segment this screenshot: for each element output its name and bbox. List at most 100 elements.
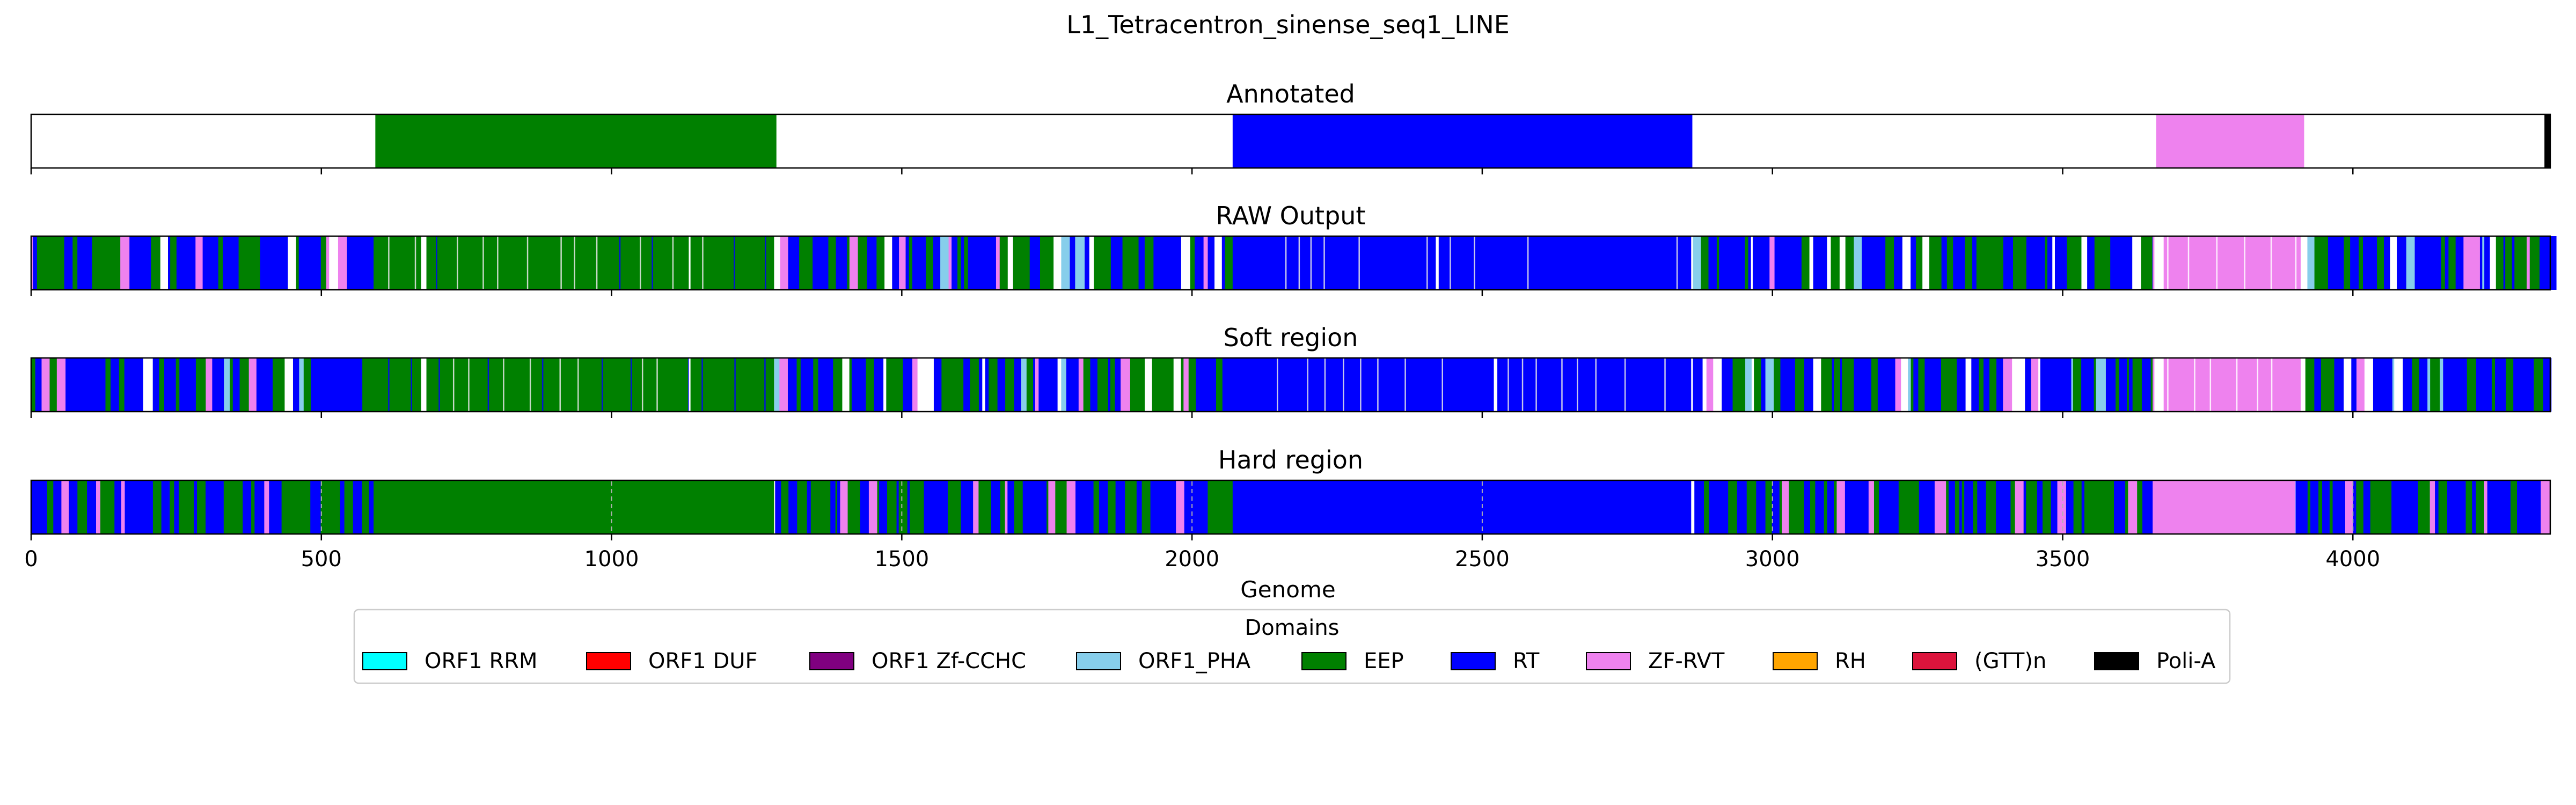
domain-stripe [1774, 358, 1781, 412]
domain-stripe [1765, 358, 1774, 412]
legend-item: RH [1773, 649, 1866, 674]
x-tick-label: 1000 [584, 547, 639, 572]
domain-stripe [298, 480, 306, 534]
track-hard-region: Hard region [30, 445, 2551, 540]
legend-item: Poli-A [2094, 649, 2216, 674]
domain-stripe [198, 358, 206, 412]
domain-stripe [1706, 358, 1714, 412]
domain-stripe [36, 236, 45, 290]
track-frame [30, 479, 2551, 535]
domain-stripe [999, 236, 1008, 290]
domain-stripe [2338, 236, 2344, 290]
track-raw-output: RAW Output [30, 201, 2557, 296]
domain-stripe [2394, 358, 2403, 412]
domain-stripe [168, 358, 173, 412]
legend-swatch [586, 652, 631, 670]
domain-stripe [2132, 236, 2141, 290]
domain-stripe [996, 236, 1000, 290]
domain-stripe [807, 480, 811, 534]
domain-stripe [941, 358, 949, 412]
domain-stripe [365, 236, 374, 290]
domain-stripe [347, 236, 355, 290]
domain-stripe [104, 358, 106, 412]
domain-stripe [1189, 480, 1199, 534]
legend-label: ORF1 RRM [425, 649, 538, 674]
domain-stripe [2318, 236, 2329, 290]
segment-separator [541, 358, 544, 412]
domain-stripe [2094, 236, 2102, 290]
domain-stripe [1834, 480, 1838, 534]
legend-swatch [1451, 652, 1496, 670]
domain-stripe [82, 358, 91, 412]
domain-stripe [1946, 236, 1953, 290]
domain-stripe [176, 236, 182, 290]
domain-stripe [1224, 480, 1232, 534]
domain-stripe [2534, 358, 2541, 412]
domain-stripe [2023, 480, 2026, 534]
domain-stripe [1996, 236, 2004, 290]
domain-stripe [45, 236, 49, 290]
track-soft-region: Soft region [30, 323, 2552, 418]
domain-stripe [1150, 480, 1156, 534]
domain-stripe [1972, 236, 1977, 290]
domain-stripe [2059, 236, 2062, 290]
domain-stripe [210, 480, 221, 534]
legend-swatch [2094, 652, 2139, 670]
legend-label: ORF1_PHA [1138, 649, 1251, 674]
track-title: Annotated [1226, 79, 1355, 108]
domain-stripe [1066, 480, 1076, 534]
track-frame [30, 235, 2551, 291]
domain-stripe [820, 236, 829, 290]
domain-stripe [2308, 358, 2315, 412]
domain-stripe [796, 358, 801, 412]
x-tick-label: 2500 [1455, 547, 1510, 572]
domain-stripe [956, 358, 964, 412]
gap [2154, 236, 2164, 290]
domain-stripe [1832, 358, 1834, 412]
noise-stripes [31, 236, 2557, 290]
domain-stripe [1840, 358, 1842, 412]
segment-separator [652, 236, 653, 290]
domain-stripe [2460, 480, 2467, 534]
domain-stripe [1934, 480, 1945, 534]
segment-separator [1624, 358, 1626, 412]
domain-stripe [1217, 480, 1223, 534]
domain-stripe [69, 480, 78, 534]
domain-stripe [1789, 480, 1797, 534]
domain-stripe [2109, 358, 2116, 412]
domain-stripe [1696, 480, 1704, 534]
domain-stripe [2010, 480, 2016, 534]
domain-stripe [1701, 236, 1709, 290]
domain-stripe [2483, 358, 2492, 412]
domain-stripe [208, 236, 214, 290]
domain-stripe [328, 480, 337, 534]
domain-stripe [2455, 236, 2464, 290]
segment-separator [641, 358, 643, 412]
domain-stripe [1973, 480, 1978, 534]
domain-stripe [1944, 480, 1946, 534]
domain-stripe [273, 358, 279, 412]
legend-item: ORF1 DUF [586, 649, 758, 674]
domain-stripe [2307, 236, 2315, 290]
domain-stripe [2513, 358, 2521, 412]
domain-stripe [806, 236, 813, 290]
domain-stripe [887, 480, 897, 534]
domain-stripe [264, 480, 269, 534]
domain-stripe [1882, 480, 1890, 534]
domain-stripe [2432, 236, 2442, 290]
domain-stripe [2063, 358, 2072, 412]
domain-stripe [1769, 236, 1775, 290]
domain-stripe [197, 480, 206, 534]
domain-stripe [1726, 236, 1733, 290]
domain-stripe [932, 480, 942, 534]
chart-title: L1_Tetracentron_sinense_seq1_LINE [1066, 10, 1510, 39]
domain-stripe [1196, 358, 1202, 412]
domain-stripe [2003, 236, 2010, 290]
domain-stripe [2541, 480, 2551, 534]
domain-stripe [340, 480, 345, 534]
domain-stripe [840, 236, 848, 290]
segment-eep [374, 480, 774, 534]
domain-stripe [1732, 480, 1738, 534]
domain-stripe [310, 480, 314, 534]
